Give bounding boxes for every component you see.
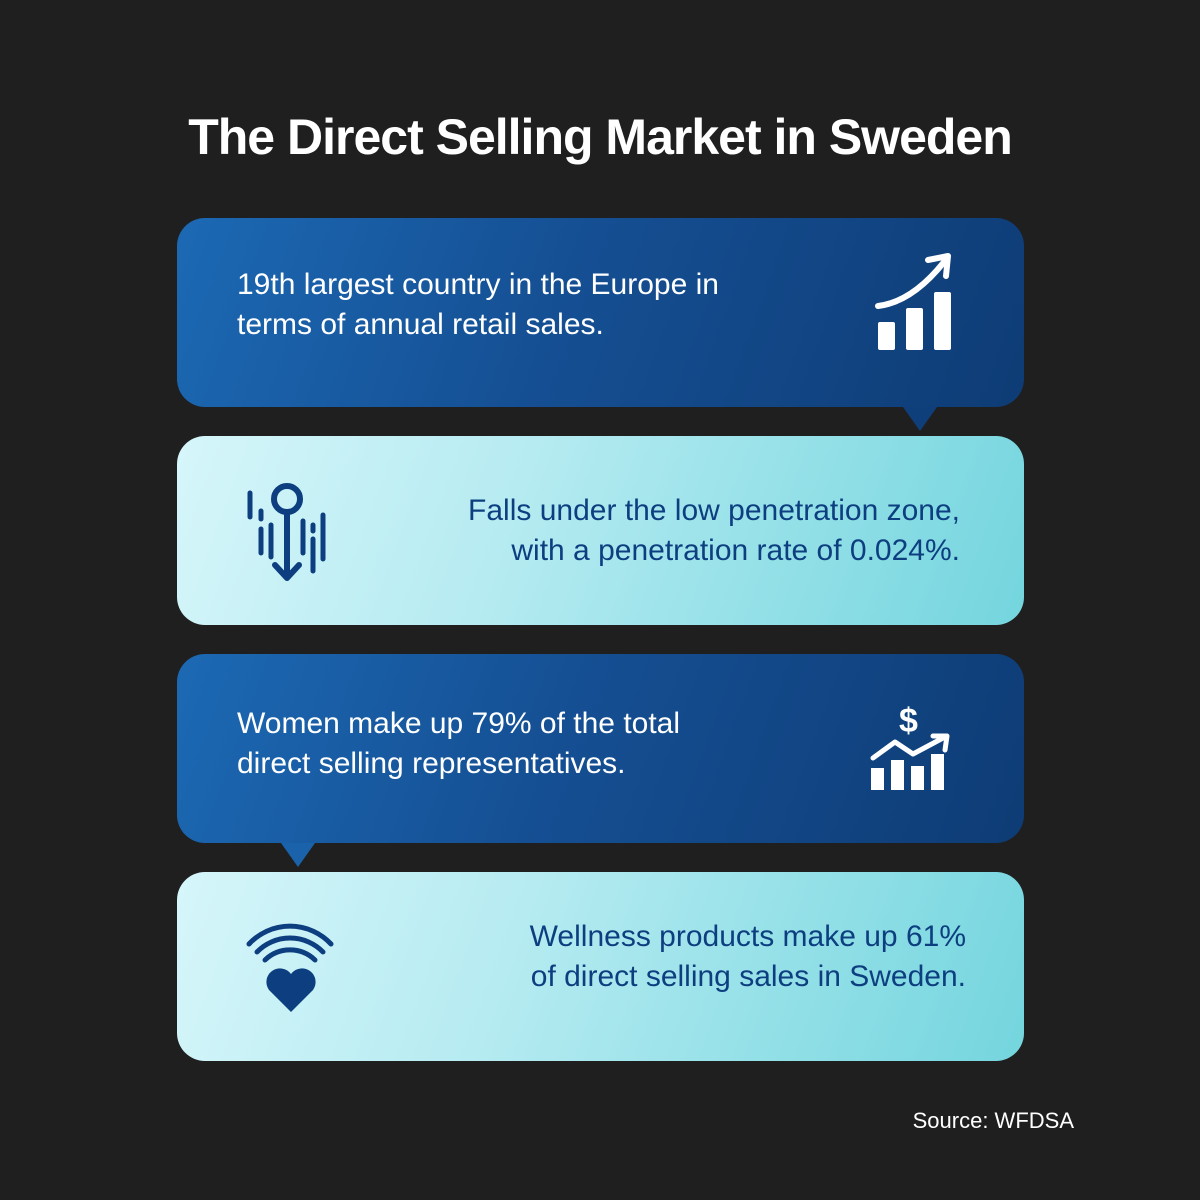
stat-card-penetration: Falls under the low penetration zone, wi…: [177, 436, 1024, 625]
card-text-line: terms of annual retail sales.: [237, 308, 604, 341]
card-text-line: Falls under the low penetration zone,: [468, 494, 960, 527]
card-text-line: Wellness products make up 61%: [529, 920, 966, 953]
card-text: Wellness products make up 61% of direct …: [530, 917, 966, 997]
wellness-heart-icon: [246, 923, 334, 1012]
card-text-line: of direct selling sales in Sweden.: [530, 960, 966, 993]
dollar-growth-chart-icon: $: [870, 704, 950, 790]
card-text-line: Women make up 79% of the total: [237, 707, 681, 740]
stat-card-wellness-products: Wellness products make up 61% of direct …: [177, 872, 1024, 1061]
card-tail: [281, 843, 315, 867]
page-title: The Direct Selling Market in Sweden: [188, 109, 1013, 165]
card-text-line: 19th largest country in the Europe in: [237, 268, 719, 301]
card-text-line: direct selling representatives.: [237, 747, 626, 780]
stat-card-retail-rank: 19th largest country in the Europe in te…: [177, 218, 1024, 431]
growth-chart-icon: [875, 253, 951, 350]
card-text: Women make up 79% of the total direct se…: [237, 704, 680, 784]
penetration-down-icon: [247, 483, 326, 581]
source-caption: Source: WFDSA: [912, 1108, 1074, 1133]
card-text: 19th largest country in the Europe in te…: [237, 265, 719, 345]
card-tail: [903, 407, 937, 431]
stat-card-women-representatives: Women make up 79% of the total direct se…: [177, 654, 1024, 867]
card-text-line: with a penetration rate of 0.024%.: [511, 534, 960, 567]
card-text: Falls under the low penetration zone, wi…: [468, 491, 960, 571]
svg-text:$: $: [899, 704, 918, 740]
